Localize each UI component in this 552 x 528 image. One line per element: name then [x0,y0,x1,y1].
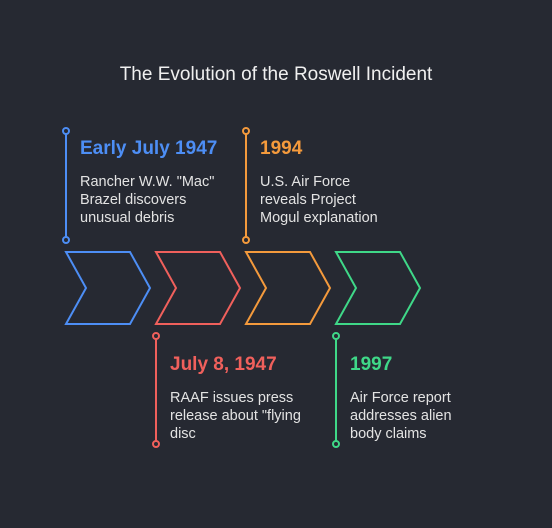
desc-line: Mogul explanation [260,210,378,226]
event-year: 1994 [260,138,303,159]
connector-1997 [332,332,340,448]
event-description: RAAF issues press release about "flying di… [170,389,340,443]
desc-line: RAAF issues press [170,390,294,406]
desc-line: release about "flying [170,408,301,424]
chevron-early-july-1947 [64,251,152,325]
desc-line: unusual debris [80,210,175,226]
event-description: U.S. Air Force reveals Project Mogul expla… [260,173,430,227]
event-description: Air Force report addresses alien body clai… [350,389,520,443]
desc-line: Rancher W.W. "Mac" [80,174,215,190]
event-early-july-1947: Early July 1947 Rancher W.W. "Mac" Brazel… [80,138,250,227]
chevron-1994 [244,251,332,325]
diagram-title: The Evolution of the Roswell Incident [119,64,433,85]
event-year: 1997 [350,354,393,375]
connector-early-july-1947 [62,127,70,244]
desc-line: body claims [350,426,427,442]
event-year: July 8, 1947 [170,354,277,375]
event-1997: 1997 Air Force report addresses alien body… [350,354,520,443]
event-year: Early July 1947 [80,138,218,159]
event-description: Rancher W.W. "Mac" Brazel discovers unusua… [80,173,250,227]
desc-line: U.S. Air Force [260,174,351,190]
connector-july-8-1947 [152,332,160,448]
chevron-july-8-1947 [154,251,242,325]
connector-1994 [242,127,250,244]
event-july-8-1947: July 8, 1947 RAAF issues press release ab… [170,354,340,443]
desc-line: Air Force report [350,390,451,406]
desc-line: Brazel discovers [80,192,187,208]
desc-line: addresses alien [350,408,452,424]
chevron-1997 [334,251,422,325]
event-1994: 1994 U.S. Air Force reveals Project Mogul … [260,138,430,227]
desc-line: disc [170,426,196,442]
desc-line: reveals Project [260,192,356,208]
